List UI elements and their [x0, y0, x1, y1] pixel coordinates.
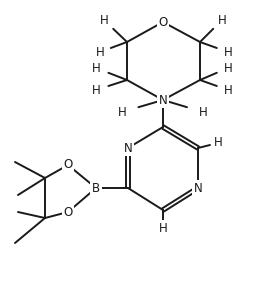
- Text: H: H: [96, 45, 104, 59]
- Text: H: H: [199, 106, 207, 119]
- Text: H: H: [100, 14, 108, 26]
- Text: H: H: [224, 61, 232, 75]
- Text: B: B: [92, 181, 100, 195]
- Text: H: H: [92, 84, 100, 96]
- Text: O: O: [63, 205, 73, 219]
- Text: H: H: [159, 221, 167, 235]
- Text: H: H: [224, 45, 232, 59]
- Text: N: N: [194, 181, 202, 195]
- Text: O: O: [158, 15, 168, 29]
- Text: H: H: [118, 106, 126, 119]
- Text: H: H: [218, 14, 226, 26]
- Text: H: H: [92, 61, 100, 75]
- Text: N: N: [124, 142, 132, 154]
- Text: H: H: [214, 137, 222, 150]
- Text: N: N: [159, 94, 167, 107]
- Text: O: O: [63, 158, 73, 172]
- Text: H: H: [224, 84, 232, 96]
